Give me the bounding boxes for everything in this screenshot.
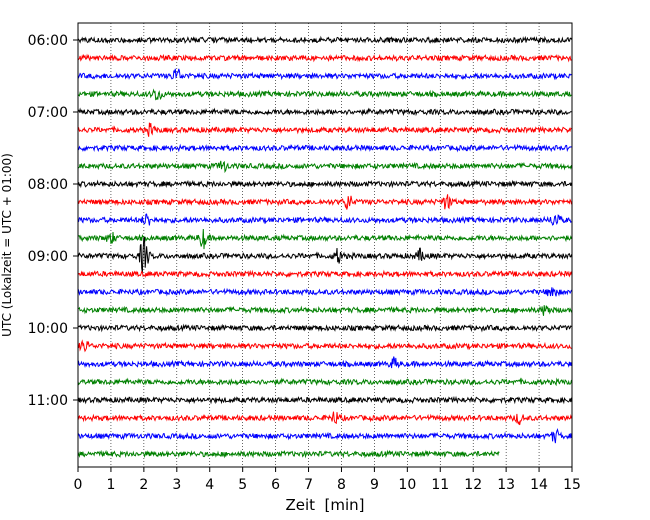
trace-row-17: [77, 339, 572, 353]
y-tick-label-3: 09:00: [28, 249, 68, 265]
trace-row-21: [77, 411, 572, 426]
plot-frame: [77, 22, 573, 468]
y-tick-label-2: 08:00: [28, 177, 68, 193]
x-tick-label-14: 14: [530, 477, 548, 493]
seismic-traces: [77, 35, 572, 459]
x-tick-label-12: 12: [464, 477, 482, 493]
x-tick-label-5: 5: [238, 477, 247, 493]
trace-row-14: [77, 287, 572, 297]
trace-row-18: [77, 356, 572, 369]
x-axis-ticks: 0 1 2 3 4 5 6 7 8 9 10 11 12 13 14 15: [74, 467, 581, 493]
trace-row-15: [77, 305, 572, 316]
trace-row-0: [77, 35, 572, 45]
y-tick-label-5: 11:00: [28, 393, 68, 409]
trace-row-9: [77, 194, 572, 210]
trace-row-6: [77, 143, 572, 153]
trace-row-11: [77, 228, 572, 250]
vertical-gridlines: [110, 23, 540, 467]
trace-row-12: [77, 236, 572, 273]
trace-row-1: [77, 53, 572, 63]
x-tick-label-11: 11: [431, 477, 449, 493]
x-tick-label-13: 13: [497, 477, 515, 493]
y-axis-ticks: 06:00 07:00 08:00 09:00 10:00 11:00: [28, 33, 78, 409]
trace-row-8: [77, 179, 572, 189]
x-tick-label-0: 0: [74, 477, 83, 493]
x-tick-label-1: 1: [106, 477, 115, 493]
trace-row-19: [77, 377, 572, 387]
y-tick-label-1: 07:00: [28, 105, 68, 121]
x-tick-label-6: 6: [271, 477, 280, 493]
x-tick-label-4: 4: [205, 477, 214, 493]
x-tick-label-3: 3: [172, 477, 181, 493]
x-tick-label-15: 15: [563, 477, 581, 493]
trace-row-20: [77, 395, 572, 405]
trace-row-3: [77, 88, 572, 101]
trace-row-23: [77, 449, 500, 459]
x-tick-label-2: 2: [139, 477, 148, 493]
x-tick-label-7: 7: [304, 477, 313, 493]
x-axis-label: Zeit [min]: [285, 496, 364, 514]
x-tick-label-9: 9: [370, 477, 379, 493]
y-tick-label-4: 10:00: [28, 321, 68, 337]
trace-row-7: [77, 160, 572, 174]
trace-row-4: [77, 107, 572, 117]
trace-row-22: [77, 427, 572, 444]
x-tick-label-8: 8: [337, 477, 346, 493]
trace-row-5: [77, 122, 572, 137]
trace-row-16: [77, 323, 572, 333]
y-tick-label-0: 06:00: [28, 33, 68, 49]
y-axis-label: UTC (Lokalzeit = UTC + 01:00): [0, 153, 14, 337]
x-tick-label-10: 10: [398, 477, 416, 493]
trace-row-13: [77, 269, 572, 279]
trace-row-2: [77, 68, 572, 81]
trace-row-10: [77, 213, 572, 226]
